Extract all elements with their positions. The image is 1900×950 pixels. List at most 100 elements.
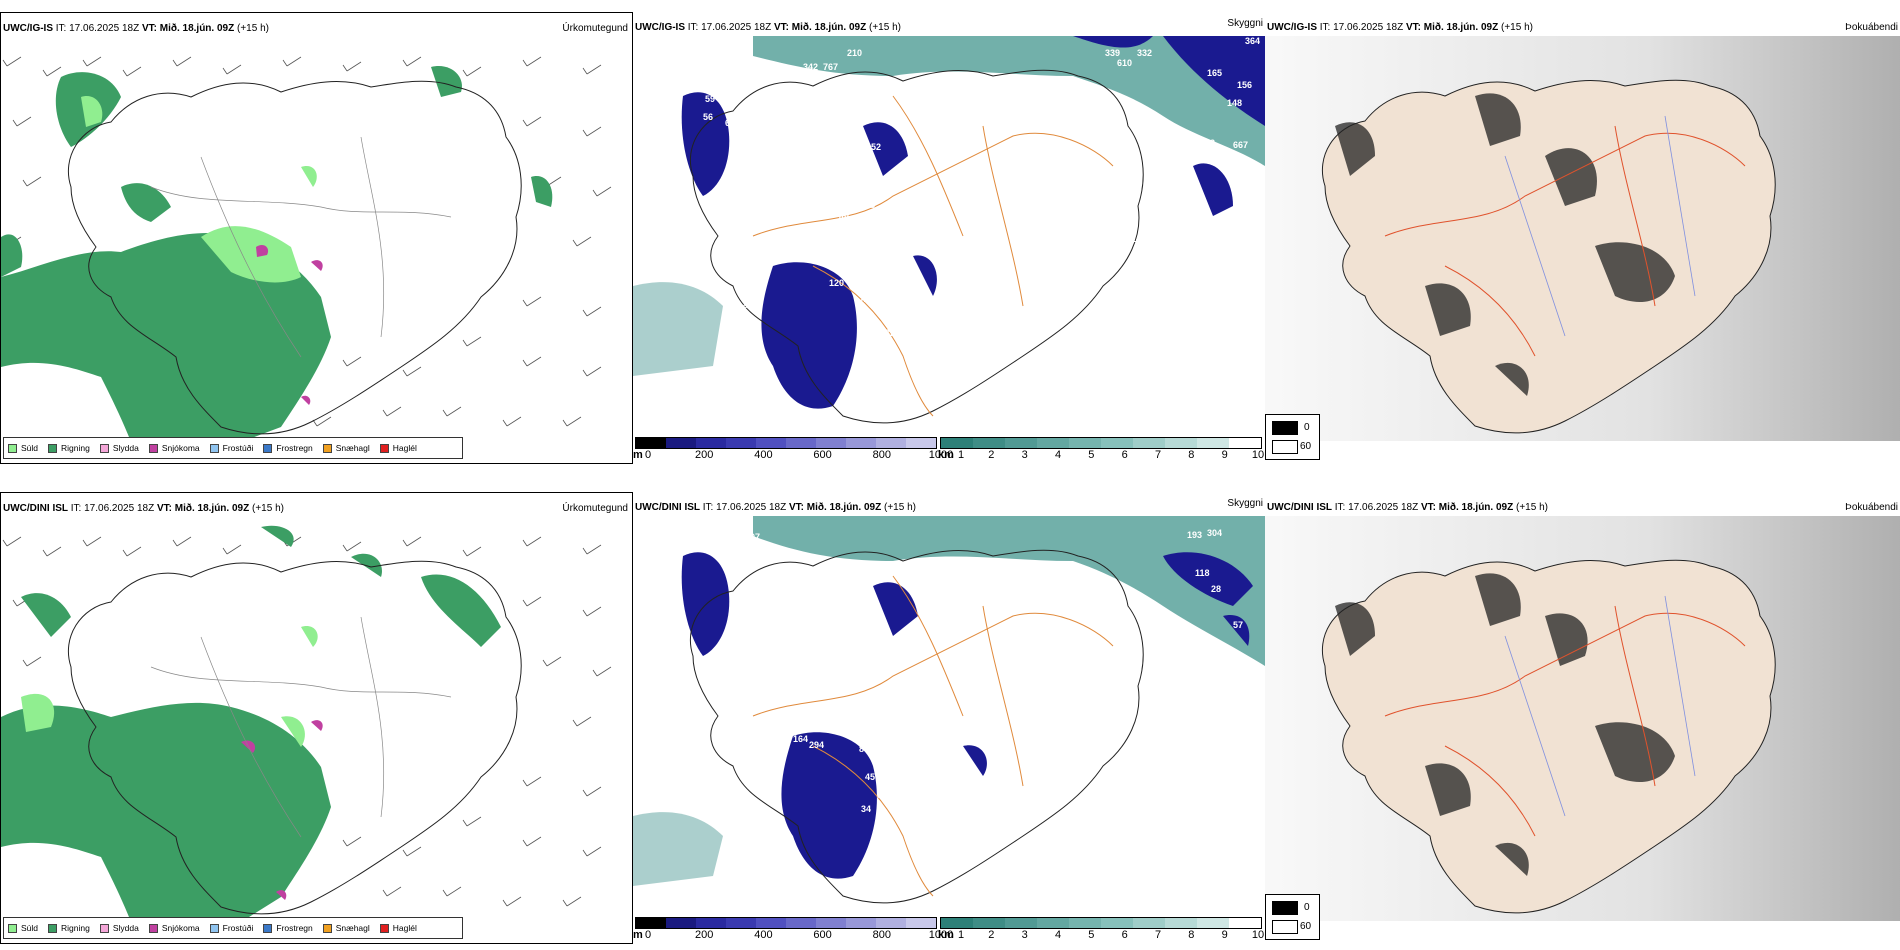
visibility-colorbar: km 1 2 3 4 5 6 7 8 9 10 xyxy=(938,437,1264,464)
coastline xyxy=(689,69,1144,424)
fog-map xyxy=(1265,36,1900,441)
cloud-base-label: 65 xyxy=(733,648,743,658)
fog-legend: 0 60 xyxy=(1265,894,1320,940)
precip-legend: Súld Rigning Slydda Snjókoma Frostúði Frostre… xyxy=(3,437,463,459)
cloud-base-label: 88 xyxy=(723,58,733,68)
colorbar-tick-label: 400 xyxy=(754,449,773,461)
colorbar-step xyxy=(1005,438,1037,448)
legend-item: Snjókoma xyxy=(148,443,200,453)
legend-label: Slydda xyxy=(112,923,139,933)
fog-indicator-panel-row1: UWC/IG-IS IT: 17.06.2025 18Z VT: Mið. 18… xyxy=(1265,12,1900,464)
legend-item: Slydda xyxy=(99,923,139,933)
cloud-base-label: 68 xyxy=(737,124,747,134)
fog-map xyxy=(1265,516,1900,921)
colorbar-step xyxy=(876,438,906,448)
cloud-base-label: 67 xyxy=(753,684,763,694)
roads xyxy=(150,616,452,838)
cloud-base-label: 63 xyxy=(753,722,763,732)
colorbar-tick-label: 3 xyxy=(1021,449,1028,461)
colorbar-step xyxy=(941,438,973,448)
legend-label: Snjókoma xyxy=(161,923,200,933)
precip-map xyxy=(1,525,612,922)
legend-swatch xyxy=(322,923,332,933)
colorbar-step xyxy=(1229,438,1261,448)
colorbar-step xyxy=(1165,918,1197,928)
cloud-base-label: 118 xyxy=(1195,568,1210,578)
colorbar-tick-label: 8 xyxy=(1188,449,1195,461)
colorbar-step xyxy=(1101,438,1133,448)
cloud-base-label: 47 xyxy=(873,224,883,234)
colorbar-step xyxy=(696,438,726,448)
colorbar-step xyxy=(1197,438,1229,448)
snow-areas xyxy=(256,244,323,405)
colorbar-tick-label: 3 xyxy=(1021,929,1028,941)
rivers xyxy=(1504,115,1696,337)
cloud-base-label: 108 xyxy=(719,526,734,536)
cloud-base-unit: m xyxy=(633,929,643,941)
cloud-base-label: 65 xyxy=(849,188,859,198)
colorbar-tick-label: 6 xyxy=(1121,929,1128,941)
fog-areas xyxy=(1335,93,1675,396)
colorbar-tick-label: 1000 xyxy=(928,929,954,941)
colorbar-step xyxy=(973,918,1005,928)
legend-swatch xyxy=(148,443,158,453)
legend-label: Rigning xyxy=(61,443,90,453)
coastline xyxy=(67,80,522,435)
land xyxy=(1321,559,1776,914)
legend-item: Frostregn xyxy=(263,923,313,933)
legend-swatch xyxy=(8,923,17,933)
legend-swatch xyxy=(322,443,332,453)
colorbar-tick-label: 400 xyxy=(754,929,773,941)
panel-title: Úrkomutegund xyxy=(562,503,628,514)
cloud-base-label: 45 xyxy=(865,772,875,782)
legend-swatch xyxy=(263,923,273,933)
cloud-base-label: 148 xyxy=(1227,98,1242,108)
low-cloud-areas xyxy=(681,36,1265,409)
low-cloud-areas xyxy=(681,552,1253,879)
cloud-base-label: 49 xyxy=(861,294,871,304)
colorbar-tick-label: 2 xyxy=(988,929,995,941)
colorbar-tick-label: 2 xyxy=(988,449,995,461)
colorbar-step xyxy=(696,918,726,928)
visibility-unit: km xyxy=(938,449,954,461)
legend-swatch xyxy=(8,443,17,453)
legend-label: Snæhagl xyxy=(335,923,370,933)
colorbar-step xyxy=(1197,918,1229,928)
coastline xyxy=(689,549,1144,904)
colorbar-tick-label: 200 xyxy=(695,449,714,461)
fog-legend-swatch-0 xyxy=(1272,901,1298,915)
cloud-base-label: 82 xyxy=(1043,588,1053,598)
cloud-base-label: 31 xyxy=(879,810,889,820)
colorbar-tick-label: 9 xyxy=(1221,449,1228,461)
cloud-base-label: 67 xyxy=(725,118,735,128)
legend-item: Snæhagl xyxy=(322,443,370,453)
cloud-base-label: 156 xyxy=(1237,80,1252,90)
colorbar-tick-label: 5 xyxy=(1088,929,1095,941)
cloud-base-label: 52 xyxy=(1039,604,1049,614)
cloud-base-label: 767 xyxy=(823,62,838,72)
drizzle-areas xyxy=(21,626,318,747)
legend-label: Slydda xyxy=(112,443,139,453)
legend-swatch xyxy=(148,923,158,933)
fog-legend-swatch-0 xyxy=(1272,421,1298,435)
colorbar-step xyxy=(636,918,666,928)
colorbar-step xyxy=(973,438,1005,448)
precip-legend: Súld Rigning Slydda Snjókoma Frostúði Frostre… xyxy=(3,917,463,939)
colorbar-step xyxy=(1133,918,1165,928)
rain-areas xyxy=(1,525,501,922)
panel-header: UWC/DINI ISL IT: 17.06.2025 18Z VT: Mið.… xyxy=(3,503,284,514)
cloud-base-label: 46 xyxy=(877,706,887,716)
colorbar-step xyxy=(666,918,696,928)
fog-legend-label-1: 60 xyxy=(1300,921,1312,932)
cloud-base-label: 70 xyxy=(739,168,749,178)
cloud-base-label: 193 xyxy=(1187,530,1202,540)
legend-swatch xyxy=(99,923,109,933)
colorbar-tick-label: 1000 xyxy=(928,449,954,461)
cloud-base-label: 56 xyxy=(703,112,713,122)
precip-map xyxy=(1,56,612,442)
visibility-colorbar: km 1 2 3 4 5 6 7 8 9 10 xyxy=(938,917,1264,944)
cloud-base-label: 52 xyxy=(833,168,843,178)
visibility-areas xyxy=(633,516,1265,886)
legend-swatch xyxy=(263,443,273,453)
legend-swatch xyxy=(99,443,109,453)
